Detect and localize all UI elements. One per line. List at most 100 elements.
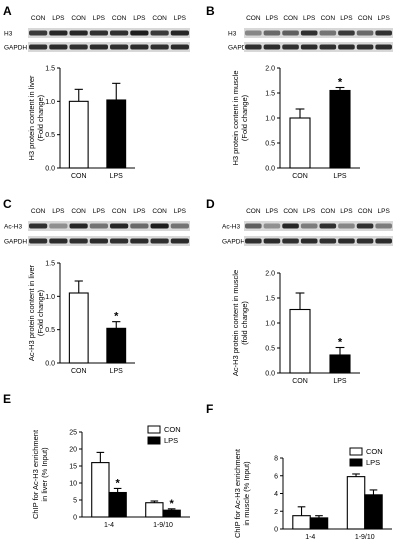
y-axis-label: Ac-H3 protein content in liver <box>27 264 36 361</box>
blot-lane-label: LPS <box>174 208 187 215</box>
blot-lane-label: LPS <box>52 15 65 22</box>
bar <box>145 502 164 518</box>
y-tick-label: 8 <box>274 456 278 463</box>
x-tick-label: 1-9/10 <box>355 534 375 541</box>
y-axis-label: H3 protein content in muscle <box>231 70 240 165</box>
blot-band <box>300 238 318 244</box>
panel-letter-a: A <box>3 4 12 18</box>
y-tick-label: 1.0 <box>45 294 55 301</box>
blot-band <box>338 30 355 36</box>
y-tick-label: 1.5 <box>265 91 275 98</box>
blot-band <box>130 223 149 229</box>
y-axis-label: (Fold change) <box>36 289 45 336</box>
blot-band <box>29 44 48 50</box>
blot-band <box>300 30 318 36</box>
blot-band <box>338 44 355 50</box>
blot-lane-label: LPS <box>52 208 65 215</box>
x-tick-label: LPS <box>333 173 347 180</box>
blot-lane-label: LPS <box>340 15 353 22</box>
blot-lane-label: LPS <box>303 15 316 22</box>
blot-band <box>29 223 48 229</box>
blot-band <box>282 238 299 244</box>
y-tick-label: 4 <box>274 491 278 498</box>
panel-letter-f: F <box>206 402 213 416</box>
y-tick-label: 1.0 <box>265 321 275 328</box>
blot-lane-label: CON <box>283 15 298 22</box>
x-tick-label: LPS <box>333 378 347 385</box>
blot-lane-label: CON <box>71 208 86 215</box>
blot-lane-label: CON <box>358 208 373 215</box>
blot-band <box>150 30 169 36</box>
y-axis-label: H3 protein content in liver <box>27 75 36 161</box>
bar <box>162 509 181 518</box>
x-tick-label: LPS <box>110 173 124 180</box>
blot-lane-label: LPS <box>303 208 316 215</box>
blot-lane-label: CON <box>31 208 46 215</box>
blot-band <box>245 238 262 244</box>
blot-band <box>375 238 392 244</box>
legend-label: LPS <box>164 436 178 445</box>
blot-band <box>69 223 88 229</box>
blot-band <box>29 30 48 36</box>
y-tick-label: 25 <box>69 430 77 437</box>
significance-label: * <box>338 337 343 349</box>
y-tick-label: 5 <box>73 498 77 505</box>
y-axis-label: Ac-H3 protein content in muscle <box>231 270 240 376</box>
chart-panel-a: 0.0 0.5 1.0 1.5 H3 protein content in liver(… <box>27 66 135 180</box>
blot-band <box>282 30 299 36</box>
blot-membrane <box>28 236 190 246</box>
blot-band <box>319 238 337 244</box>
y-axis-label: (Fold change) <box>240 94 249 141</box>
blot-band-label: H3 <box>4 31 13 38</box>
blot-lane-label: CON <box>246 208 261 215</box>
y-tick-label: 0 <box>73 515 77 522</box>
blot-band <box>356 223 374 229</box>
blot-band <box>150 44 169 50</box>
blot-band-label: Ac-H3 <box>222 224 240 231</box>
legend-swatch <box>147 425 161 434</box>
blot-band <box>89 30 108 36</box>
x-tick-label: CON <box>71 173 87 180</box>
blot-band <box>89 223 108 229</box>
x-tick-label: LPS <box>110 368 124 375</box>
blot-band <box>110 30 129 36</box>
blot-band <box>338 238 355 244</box>
blot-lane-label: LPS <box>340 208 353 215</box>
bar <box>106 99 127 169</box>
blot-band <box>110 223 129 229</box>
bar <box>68 100 89 169</box>
blot-membrane <box>244 221 393 231</box>
blot-band <box>89 238 108 244</box>
y-tick-label: 0.5 <box>45 132 55 139</box>
blot-band <box>49 44 68 50</box>
blot-band <box>110 44 129 50</box>
blot-membrane <box>244 28 393 38</box>
x-tick-label: CON <box>71 368 87 375</box>
blot-membrane <box>244 42 393 52</box>
blot-band <box>130 238 149 244</box>
blot-lane-label: LPS <box>93 208 106 215</box>
blot-band <box>263 44 281 50</box>
blot-band <box>170 223 189 229</box>
blot-lane-label: LPS <box>378 15 391 22</box>
bar <box>108 491 127 518</box>
bar <box>329 89 351 169</box>
bar <box>292 515 311 530</box>
y-tick-label: 0.5 <box>45 327 55 334</box>
blot-band <box>110 238 129 244</box>
legend-swatch <box>349 447 363 456</box>
y-tick-label: 1.0 <box>45 99 55 106</box>
blot-lane-label: LPS <box>174 15 187 22</box>
blot-band <box>69 44 88 50</box>
significance-label: * <box>338 77 343 89</box>
y-axis-label: (fold change) <box>240 301 249 345</box>
y-axis-label: in muscle (% Input) <box>242 461 251 526</box>
y-tick-label: 0.5 <box>265 141 275 148</box>
blot-lane-label: LPS <box>378 208 391 215</box>
blot-band <box>263 30 281 36</box>
blot-band <box>375 30 392 36</box>
x-tick-label: 1-4 <box>305 534 315 541</box>
blot-band <box>282 223 299 229</box>
x-tick-label: CON <box>292 173 308 180</box>
